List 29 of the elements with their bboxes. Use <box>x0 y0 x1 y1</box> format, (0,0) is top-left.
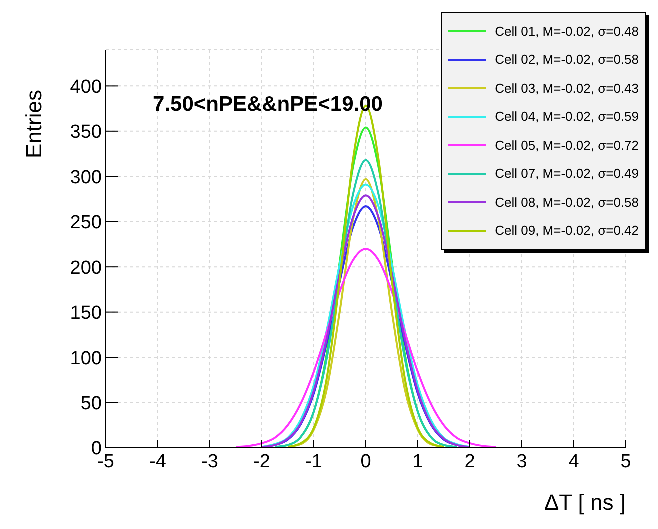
y-tick-label: 150 <box>70 303 102 324</box>
x-tick-label: 5 <box>620 451 632 472</box>
x-tick-label: -4 <box>150 451 167 472</box>
x-tick-label: -2 <box>254 451 270 472</box>
y-tick-label: 250 <box>70 212 102 234</box>
x-tick-label: 0 <box>360 451 372 472</box>
legend-label: Cell 04, M=-0.02, σ=0.59 <box>495 109 639 124</box>
y-tick-label: 350 <box>70 122 102 144</box>
x-tick-label: -3 <box>202 451 218 472</box>
y-tick-label: 200 <box>70 258 102 279</box>
y-tick-label: 300 <box>70 167 102 188</box>
x-tick-label: -1 <box>306 451 322 472</box>
x-tick-label: 3 <box>516 451 528 472</box>
y-tick-label: 100 <box>70 348 102 370</box>
x-tick-label: 1 <box>412 451 424 472</box>
legend-label: Cell 05, M=-0.02, σ=0.72 <box>495 138 639 153</box>
x-axis-title: ΔT [ ns ] <box>544 490 626 515</box>
legend-label: Cell 02, M=-0.02, σ=0.58 <box>495 52 639 68</box>
legend-label: Cell 03, M=-0.02, σ=0.43 <box>495 80 639 96</box>
legend-label: Cell 09, M=-0.02, σ=0.42 <box>495 223 639 238</box>
x-tick-label: 4 <box>568 451 580 472</box>
legend-label: Cell 08, M=-0.02, σ=0.58 <box>495 194 639 210</box>
y-tick-label: 50 <box>80 394 102 415</box>
legend-label: Cell 07, M=-0.02, σ=0.49 <box>495 166 639 182</box>
y-axis-title: Entries <box>22 90 47 158</box>
y-tick-label: 400 <box>70 76 102 98</box>
x-tick-label: 2 <box>464 451 476 472</box>
legend-label: Cell 01, M=-0.02, σ=0.48 <box>495 24 639 39</box>
annotation: 7.50<nPE&&nPE<19.00 <box>153 93 383 117</box>
